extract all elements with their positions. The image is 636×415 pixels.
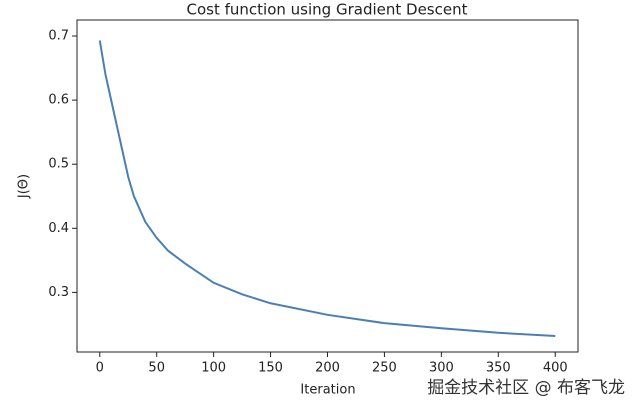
x-tick-label: 150 — [258, 361, 283, 376]
x-tick-label: 350 — [486, 361, 511, 376]
watermark: 掘金技术社区 @ 布客飞龙 — [427, 378, 625, 398]
y-tick-label: 0.3 — [48, 285, 69, 300]
y-tick-label: 0.6 — [48, 93, 69, 108]
line-series — [98, 40, 556, 337]
x-tick-label: 100 — [201, 361, 226, 376]
chart-title: Cost function using Gradient Descent — [187, 1, 468, 19]
x-tick-label: 200 — [315, 361, 340, 376]
x-tick-label: 400 — [543, 361, 568, 376]
y-axis-label: J(Θ) — [17, 174, 32, 199]
x-axis-label: Iteration — [300, 383, 355, 398]
y-tick-label: 0.5 — [48, 157, 69, 172]
y-tick-label: 0.4 — [48, 221, 69, 236]
x-tick-label: 50 — [148, 361, 165, 376]
y-tick-label: 0.7 — [48, 29, 69, 44]
x-tick-label: 0 — [96, 361, 104, 376]
x-tick-label: 300 — [429, 361, 454, 376]
plot-frame — [76, 19, 579, 353]
x-tick-label: 250 — [372, 361, 397, 376]
